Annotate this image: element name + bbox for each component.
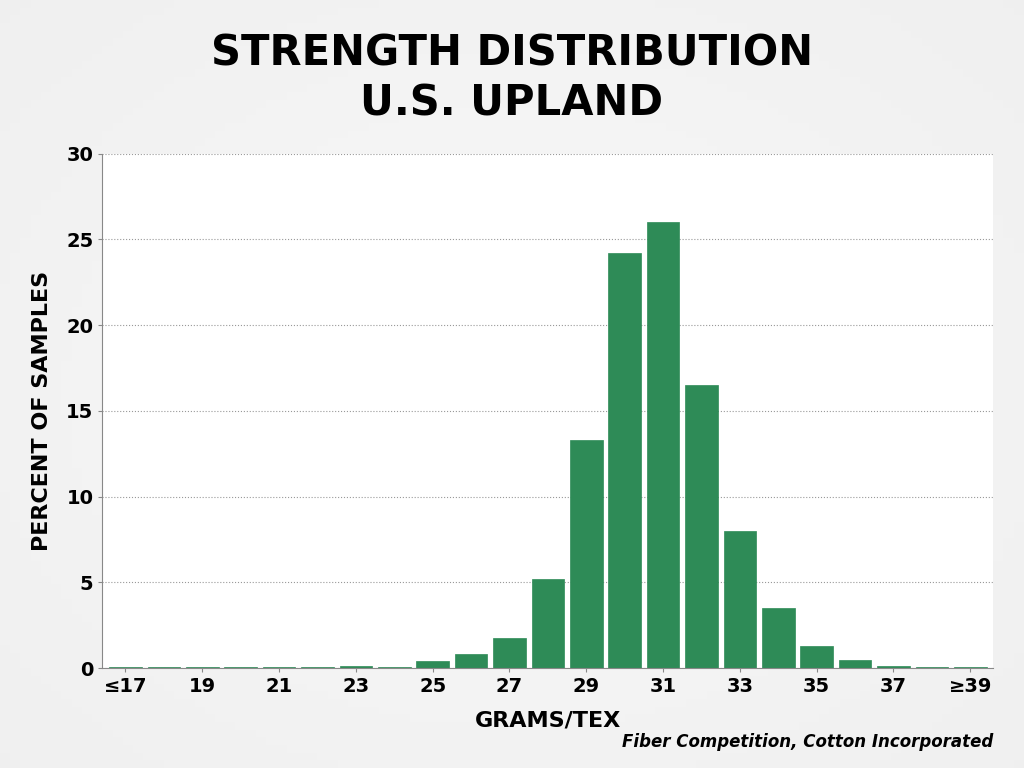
Bar bbox=[455, 654, 487, 668]
Bar bbox=[147, 667, 180, 668]
Bar bbox=[494, 638, 525, 668]
Bar bbox=[378, 667, 411, 668]
Bar bbox=[570, 440, 602, 668]
Bar bbox=[915, 667, 948, 668]
Bar bbox=[801, 646, 833, 668]
Bar bbox=[301, 667, 334, 668]
Bar bbox=[340, 667, 372, 668]
Y-axis label: PERCENT OF SAMPLES: PERCENT OF SAMPLES bbox=[32, 271, 52, 551]
Text: Fiber Competition, Cotton Incorporated: Fiber Competition, Cotton Incorporated bbox=[622, 733, 993, 751]
Bar bbox=[839, 660, 871, 668]
Bar bbox=[186, 667, 218, 668]
Bar bbox=[762, 608, 795, 668]
Bar bbox=[878, 666, 909, 668]
Text: STRENGTH DISTRIBUTION: STRENGTH DISTRIBUTION bbox=[211, 33, 813, 74]
Bar bbox=[110, 667, 141, 668]
Bar bbox=[417, 661, 449, 668]
Bar bbox=[608, 253, 641, 668]
Bar bbox=[263, 667, 295, 668]
Bar bbox=[685, 385, 718, 668]
Bar bbox=[531, 579, 564, 668]
Bar bbox=[724, 531, 756, 668]
Bar bbox=[954, 667, 986, 668]
Bar bbox=[224, 667, 257, 668]
Text: U.S. UPLAND: U.S. UPLAND bbox=[360, 83, 664, 124]
X-axis label: GRAMS/TEX: GRAMS/TEX bbox=[475, 710, 621, 730]
Bar bbox=[647, 222, 679, 668]
